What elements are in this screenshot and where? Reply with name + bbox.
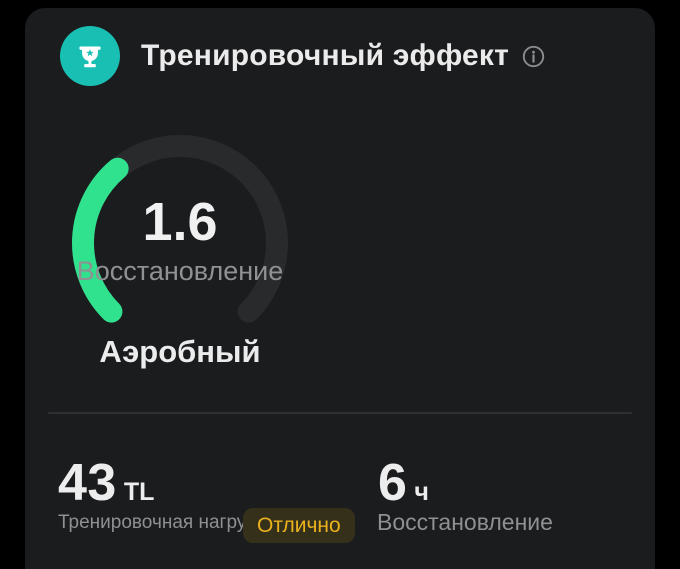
card-title: Тренировочный эффект xyxy=(141,39,510,72)
training-load-value: 43 xyxy=(58,454,117,512)
training-type-label: Аэробный xyxy=(99,334,261,369)
training-effect-card: Тренировочный эффект 1.6 Восстановление … xyxy=(25,8,655,569)
card-header: Тренировочный эффект xyxy=(60,26,545,86)
training-load-stat: 43 TL xyxy=(58,457,154,509)
recovery-label: Восстановление xyxy=(377,509,553,535)
recovery-stat: 6 ч xyxy=(378,457,429,509)
divider xyxy=(48,412,632,414)
trophy-icon xyxy=(79,46,101,68)
recovery-value: 6 xyxy=(378,454,408,512)
gauge-progress-arc xyxy=(72,157,129,323)
gauge-scale-label: Восстановление xyxy=(76,256,284,286)
training-load-unit: TL xyxy=(123,478,155,506)
recovery-unit: ч xyxy=(414,478,429,506)
training-load-label: Тренировочная нагрузка xyxy=(58,512,275,533)
gauge-arc xyxy=(72,135,288,323)
info-icon[interactable] xyxy=(522,45,545,68)
trophy-icon-circle xyxy=(60,26,120,86)
gauge-value: 1.6 xyxy=(142,192,218,252)
training-effect-gauge: 1.6 Восстановление xyxy=(70,133,290,353)
rating-badge: Отлично xyxy=(243,508,355,543)
trophy-star xyxy=(86,49,94,57)
